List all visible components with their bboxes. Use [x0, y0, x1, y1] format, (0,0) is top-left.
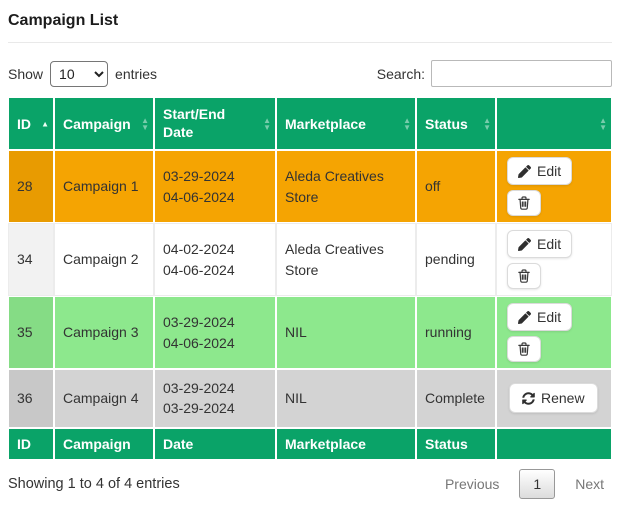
start-date: 03-29-2024 [163, 168, 235, 185]
end-date: 04-06-2024 [163, 188, 235, 205]
pencil-icon [518, 237, 531, 251]
sort-icons[interactable]: ▲ ▼ [599, 115, 607, 132]
sort-icons[interactable]: ▲ ▼ [263, 115, 271, 132]
table-row: 28 Campaign 1 03-29-2024 04-06-2024 Aled… [8, 150, 612, 223]
column-header-actions[interactable]: ▲ ▼ [496, 97, 612, 150]
previous-page-button[interactable]: Previous [444, 475, 500, 492]
column-header-campaign[interactable]: Campaign ▲ ▼ [54, 97, 154, 150]
table-info: Showing 1 to 4 of 4 entries [8, 475, 180, 492]
status-cell: pending [416, 223, 496, 296]
renew-button[interactable]: Renew [509, 383, 598, 414]
dates-cell: 03-29-2024 04-06-2024 [154, 296, 276, 369]
marketplace-cell: NIL [276, 369, 416, 428]
status-cell: running [416, 296, 496, 369]
search-input[interactable] [431, 60, 612, 87]
edit-button[interactable]: Edit [507, 157, 573, 185]
page-length-control: Show 10 entries [8, 60, 158, 87]
footer-header-date: Date [154, 427, 276, 460]
status-cell: Complete [416, 369, 496, 428]
pagination: Previous 1 Next [437, 468, 612, 499]
actions-cell: Edit [496, 296, 612, 369]
delete-button[interactable] [507, 190, 541, 216]
campaign-cell: Campaign 2 [54, 223, 154, 296]
start-date: 03-29-2024 [163, 380, 235, 396]
footer-header-status: Status [416, 427, 496, 460]
title-divider [8, 42, 612, 43]
search-label: Search: [376, 65, 425, 82]
dates-cell: 03-29-2024 03-29-2024 [154, 369, 276, 428]
table-row: 35 Campaign 3 03-29-2024 04-06-2024 NIL … [8, 296, 612, 369]
delete-button[interactable] [507, 336, 541, 362]
table-row: 36 Campaign 4 03-29-2024 03-29-2024 NIL … [8, 369, 612, 428]
table-footer-row: ID Campaign Date Marketplace Status [8, 427, 612, 460]
sort-icons[interactable]: ▲ ▼ [141, 115, 149, 132]
marketplace-cell: Aleda Creatives Store [276, 150, 416, 223]
pencil-icon [518, 310, 531, 324]
sort-icons[interactable]: ▲ ▼ [483, 115, 491, 132]
table-controls: Show 10 entries Search: [8, 60, 612, 87]
column-header-marketplace[interactable]: Marketplace ▲ ▼ [276, 97, 416, 150]
page-1-button[interactable]: 1 [519, 468, 556, 499]
table-bottom-bar: Showing 1 to 4 of 4 entries Previous 1 N… [8, 468, 612, 499]
trash-icon [518, 196, 530, 210]
edit-button[interactable]: Edit [507, 230, 573, 258]
campaign-table: ID ▲ Campaign ▲ ▼ Start/End Date ▲ ▼ Marke… [8, 97, 612, 460]
status-cell: off [416, 150, 496, 223]
end-date: 04-06-2024 [163, 334, 235, 351]
campaign-cell: Campaign 3 [54, 296, 154, 369]
sort-icons[interactable]: ▲ ▼ [403, 115, 411, 132]
footer-header-campaign: Campaign [54, 427, 154, 460]
footer-header-marketplace: Marketplace [276, 427, 416, 460]
column-header-start-end-date[interactable]: Start/End Date ▲ ▼ [154, 97, 276, 150]
actions-cell: Renew [496, 369, 612, 428]
next-page-button[interactable]: Next [575, 475, 604, 492]
trash-icon [518, 269, 530, 283]
pencil-icon [518, 164, 531, 178]
campaign-cell: Campaign 4 [54, 369, 154, 428]
id-cell: 35 [8, 296, 54, 369]
end-date: 04-06-2024 [163, 261, 235, 278]
actions-cell: Edit [496, 223, 612, 296]
entries-select[interactable]: 10 [50, 60, 109, 87]
delete-button[interactable] [507, 263, 541, 289]
marketplace-cell: NIL [276, 296, 416, 369]
campaign-cell: Campaign 1 [54, 150, 154, 223]
table-header-row: ID ▲ Campaign ▲ ▼ Start/End Date ▲ ▼ Marke… [8, 97, 612, 150]
id-cell: 34 [8, 223, 54, 296]
entries-label: entries [115, 65, 158, 82]
sort-asc-icon[interactable]: ▲ [41, 119, 49, 128]
id-cell: 36 [8, 369, 54, 428]
trash-icon [518, 342, 530, 356]
column-header-status[interactable]: Status ▲ ▼ [416, 97, 496, 150]
edit-button[interactable]: Edit [507, 303, 573, 331]
actions-cell: Edit [496, 150, 612, 223]
dates-cell: 04-02-2024 04-06-2024 [154, 223, 276, 296]
dates-cell: 03-29-2024 04-06-2024 [154, 150, 276, 223]
end-date: 03-29-2024 [163, 400, 235, 417]
refresh-icon [522, 392, 535, 405]
search-control: Search: [377, 60, 612, 87]
id-cell: 28 [8, 150, 54, 223]
show-label: Show [8, 65, 44, 82]
column-header-id[interactable]: ID ▲ [8, 97, 54, 150]
footer-header-actions [496, 427, 612, 460]
marketplace-cell: Aleda Creatives Store [276, 223, 416, 296]
start-date: 04-02-2024 [163, 241, 235, 258]
page-title: Campaign List [8, 12, 119, 29]
footer-header-id: ID [8, 427, 54, 460]
table-row: 34 Campaign 2 04-02-2024 04-06-2024 Aled… [8, 223, 612, 296]
start-date: 03-29-2024 [163, 314, 235, 331]
